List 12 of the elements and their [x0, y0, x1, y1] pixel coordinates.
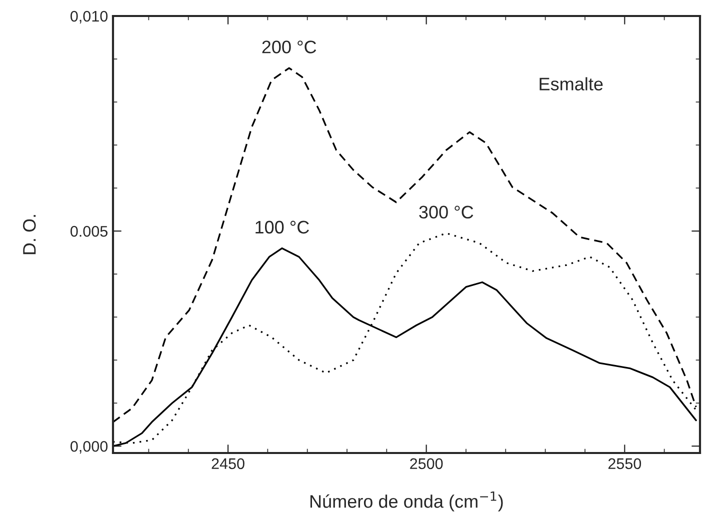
y-tick-label: 0,000: [70, 440, 108, 454]
x-tick-label: 2550: [608, 458, 642, 470]
series-label: 100 °C: [256, 220, 309, 234]
y-axis-title: D. O.: [23, 215, 36, 254]
x-tick-label: 2500: [410, 458, 443, 470]
x-tick-label: 2450: [212, 458, 244, 470]
series-label: 300 °C: [419, 206, 474, 219]
y-tick-label: 0.005: [70, 226, 108, 237]
annotation: Esmalte: [540, 77, 603, 90]
y-tick-label: 0,010: [70, 10, 108, 24]
x-axis-title: Número de onda (cm$^{−1}$): [310, 492, 503, 512]
series-label: 200 °C: [262, 40, 316, 54]
